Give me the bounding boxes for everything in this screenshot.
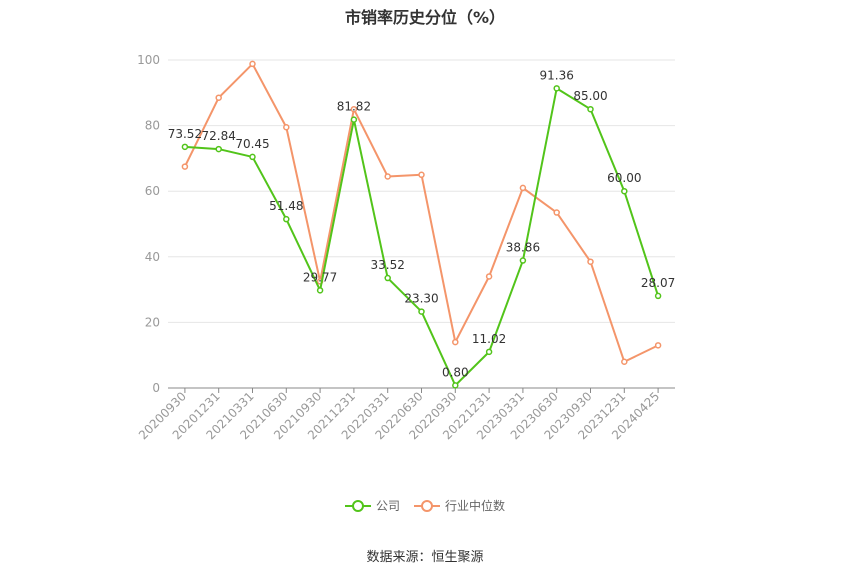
data-point-industry-median (452, 338, 459, 346)
legend-label-industry-median: 行业中位数 (445, 499, 506, 513)
legend-item-industry-median[interactable]: 行业中位数 (414, 497, 505, 514)
data-label: 91.36 (540, 68, 574, 82)
data-point-industry-median (215, 94, 222, 101)
y-tick-label: 20 (145, 315, 160, 329)
x-axis: 2020093020201231202103312021063020210930… (136, 387, 675, 442)
y-tick-label: 80 (145, 119, 160, 133)
data-point-company (215, 145, 222, 153)
data-point-industry-median (553, 209, 560, 216)
data-point-company (384, 274, 391, 282)
data-label: 28.07 (641, 276, 675, 290)
data-label: 23.30 (404, 292, 438, 306)
data-label: 33.52 (371, 258, 405, 272)
legend-swatch-company (344, 499, 371, 513)
data-point-industry-median (485, 273, 493, 280)
y-axis: 0 20 40 60 80 100 (137, 53, 160, 395)
data-label: 38.86 (506, 241, 540, 255)
y-tick-label: 100 (137, 53, 160, 67)
legend-swatch-industry-median (414, 499, 440, 513)
chart-title: 市销率历史分位（%） (344, 8, 506, 27)
data-label: 29.77 (303, 270, 337, 284)
data-point-industry-median (587, 258, 594, 265)
data-point-industry-median (418, 171, 425, 179)
data-label: 81.82 (337, 100, 371, 114)
series-line-industry-median (184, 62, 659, 363)
legend-item-company[interactable]: 公司 (344, 497, 400, 514)
data-point-company (418, 308, 425, 315)
data-point-industry-median (384, 173, 391, 180)
data-point-company (587, 105, 594, 113)
grid-lines (168, 59, 675, 323)
data-label: 85.00 (573, 89, 607, 103)
data-point-company (621, 187, 628, 195)
data-point-company (283, 215, 290, 223)
data-label: 11.02 (472, 332, 506, 346)
data-point-company (519, 257, 527, 264)
y-tick-label: 0 (152, 381, 160, 395)
data-point-company (452, 382, 459, 389)
series-layer (181, 60, 662, 389)
data-point-company (181, 143, 189, 151)
y-tick-label: 60 (145, 184, 160, 198)
data-point-industry-median (350, 105, 358, 113)
data-label: 0.80 (442, 365, 469, 379)
data-label: 60.00 (607, 171, 641, 185)
data-point-company (654, 292, 662, 300)
data-point-company (350, 116, 358, 123)
data-point-industry-median (249, 60, 256, 68)
data-point-industry-median (621, 358, 628, 366)
data-point-company (553, 85, 560, 92)
series-line-company (184, 87, 660, 387)
legend: 公司 行业中位数 (0, 497, 850, 514)
data-label: 73.52 (168, 127, 202, 141)
data-label: 72.84 (202, 129, 236, 143)
data-point-industry-median (519, 184, 527, 192)
data-source: 数据来源：恒生聚源 (366, 550, 484, 565)
data-label: 51.48 (269, 199, 303, 213)
data-point-industry-median (181, 163, 189, 170)
data-point-company (316, 287, 324, 294)
data-point-company (485, 348, 493, 356)
data-point-industry-median (654, 342, 662, 349)
legend-label-company: 公司 (375, 499, 400, 513)
y-tick-label: 40 (145, 250, 160, 264)
data-label: 70.45 (235, 137, 269, 151)
data-point-company (249, 153, 256, 161)
data-point-industry-median (283, 123, 290, 131)
